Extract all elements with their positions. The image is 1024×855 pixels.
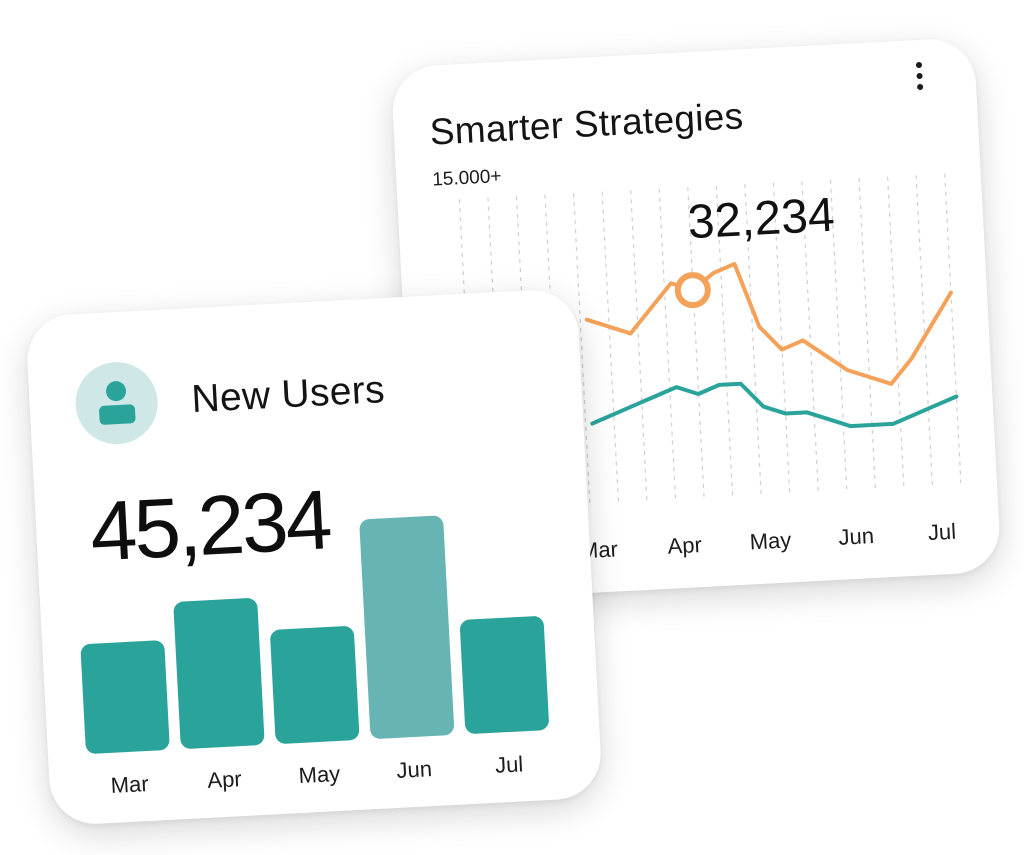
new-users-bar-chart: Mar Apr May Jun Jul	[80, 515, 550, 798]
bar[interactable]	[173, 598, 265, 750]
series-line-teal	[590, 381, 959, 429]
x-tick-label: May	[749, 527, 792, 554]
x-tick-label: Apr	[667, 532, 703, 559]
x-tick-label: May	[298, 761, 341, 788]
grid-line	[687, 187, 705, 497]
x-tick-label: Apr	[207, 766, 243, 793]
grid-line	[944, 173, 962, 484]
grid-line	[572, 193, 591, 503]
grid-line	[630, 190, 648, 500]
user-icon	[99, 381, 136, 425]
bar[interactable]	[80, 640, 170, 754]
bar[interactable]	[460, 616, 550, 735]
highlight-value-label: 32,234	[686, 189, 835, 250]
new-users-card: New Users 45,234 Mar Apr May Jun Jul	[25, 287, 603, 827]
x-tick-label: Jun	[396, 756, 433, 783]
grid-line	[858, 178, 876, 488]
bar[interactable]	[359, 515, 454, 739]
grid-line	[715, 185, 734, 496]
grid-line	[658, 188, 677, 499]
grid-line	[887, 176, 905, 487]
x-tick-label: Jun	[838, 523, 875, 550]
avatar	[73, 360, 160, 447]
bar[interactable]	[270, 626, 360, 745]
grid-line	[744, 184, 762, 494]
grid-line	[601, 191, 619, 502]
strategies-card: Smarter Strategies 15.000+ 32,234 Mar Apr M…	[390, 37, 1002, 602]
series-line-orange	[584, 261, 953, 386]
x-tick-label: Jul	[494, 751, 523, 777]
grid-line	[772, 182, 791, 493]
x-tick-label: Mar	[110, 771, 149, 798]
highlight-point[interactable]	[674, 272, 711, 309]
grid-line	[915, 175, 933, 485]
x-tick-label: Jul	[927, 519, 956, 545]
grid-line	[801, 181, 819, 491]
grid-line	[829, 179, 848, 490]
